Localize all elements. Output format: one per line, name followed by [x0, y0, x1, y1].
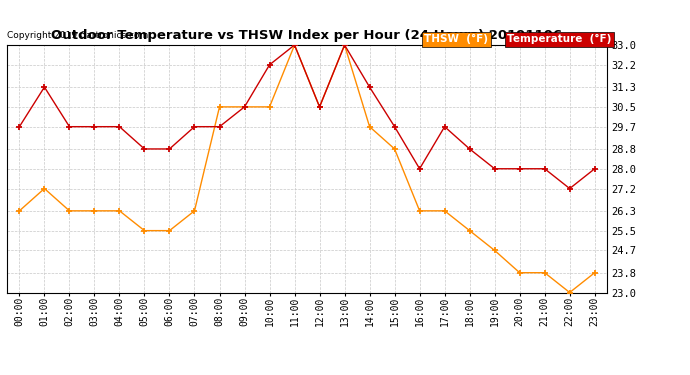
Text: THSW  (°F): THSW (°F): [424, 34, 489, 44]
Text: Temperature  (°F): Temperature (°F): [507, 34, 611, 44]
Text: Copyright 2019 Cartronics.com: Copyright 2019 Cartronics.com: [7, 31, 148, 40]
Title: Outdoor Temperature vs THSW Index per Hour (24 Hours) 20191106: Outdoor Temperature vs THSW Index per Ho…: [52, 30, 562, 42]
